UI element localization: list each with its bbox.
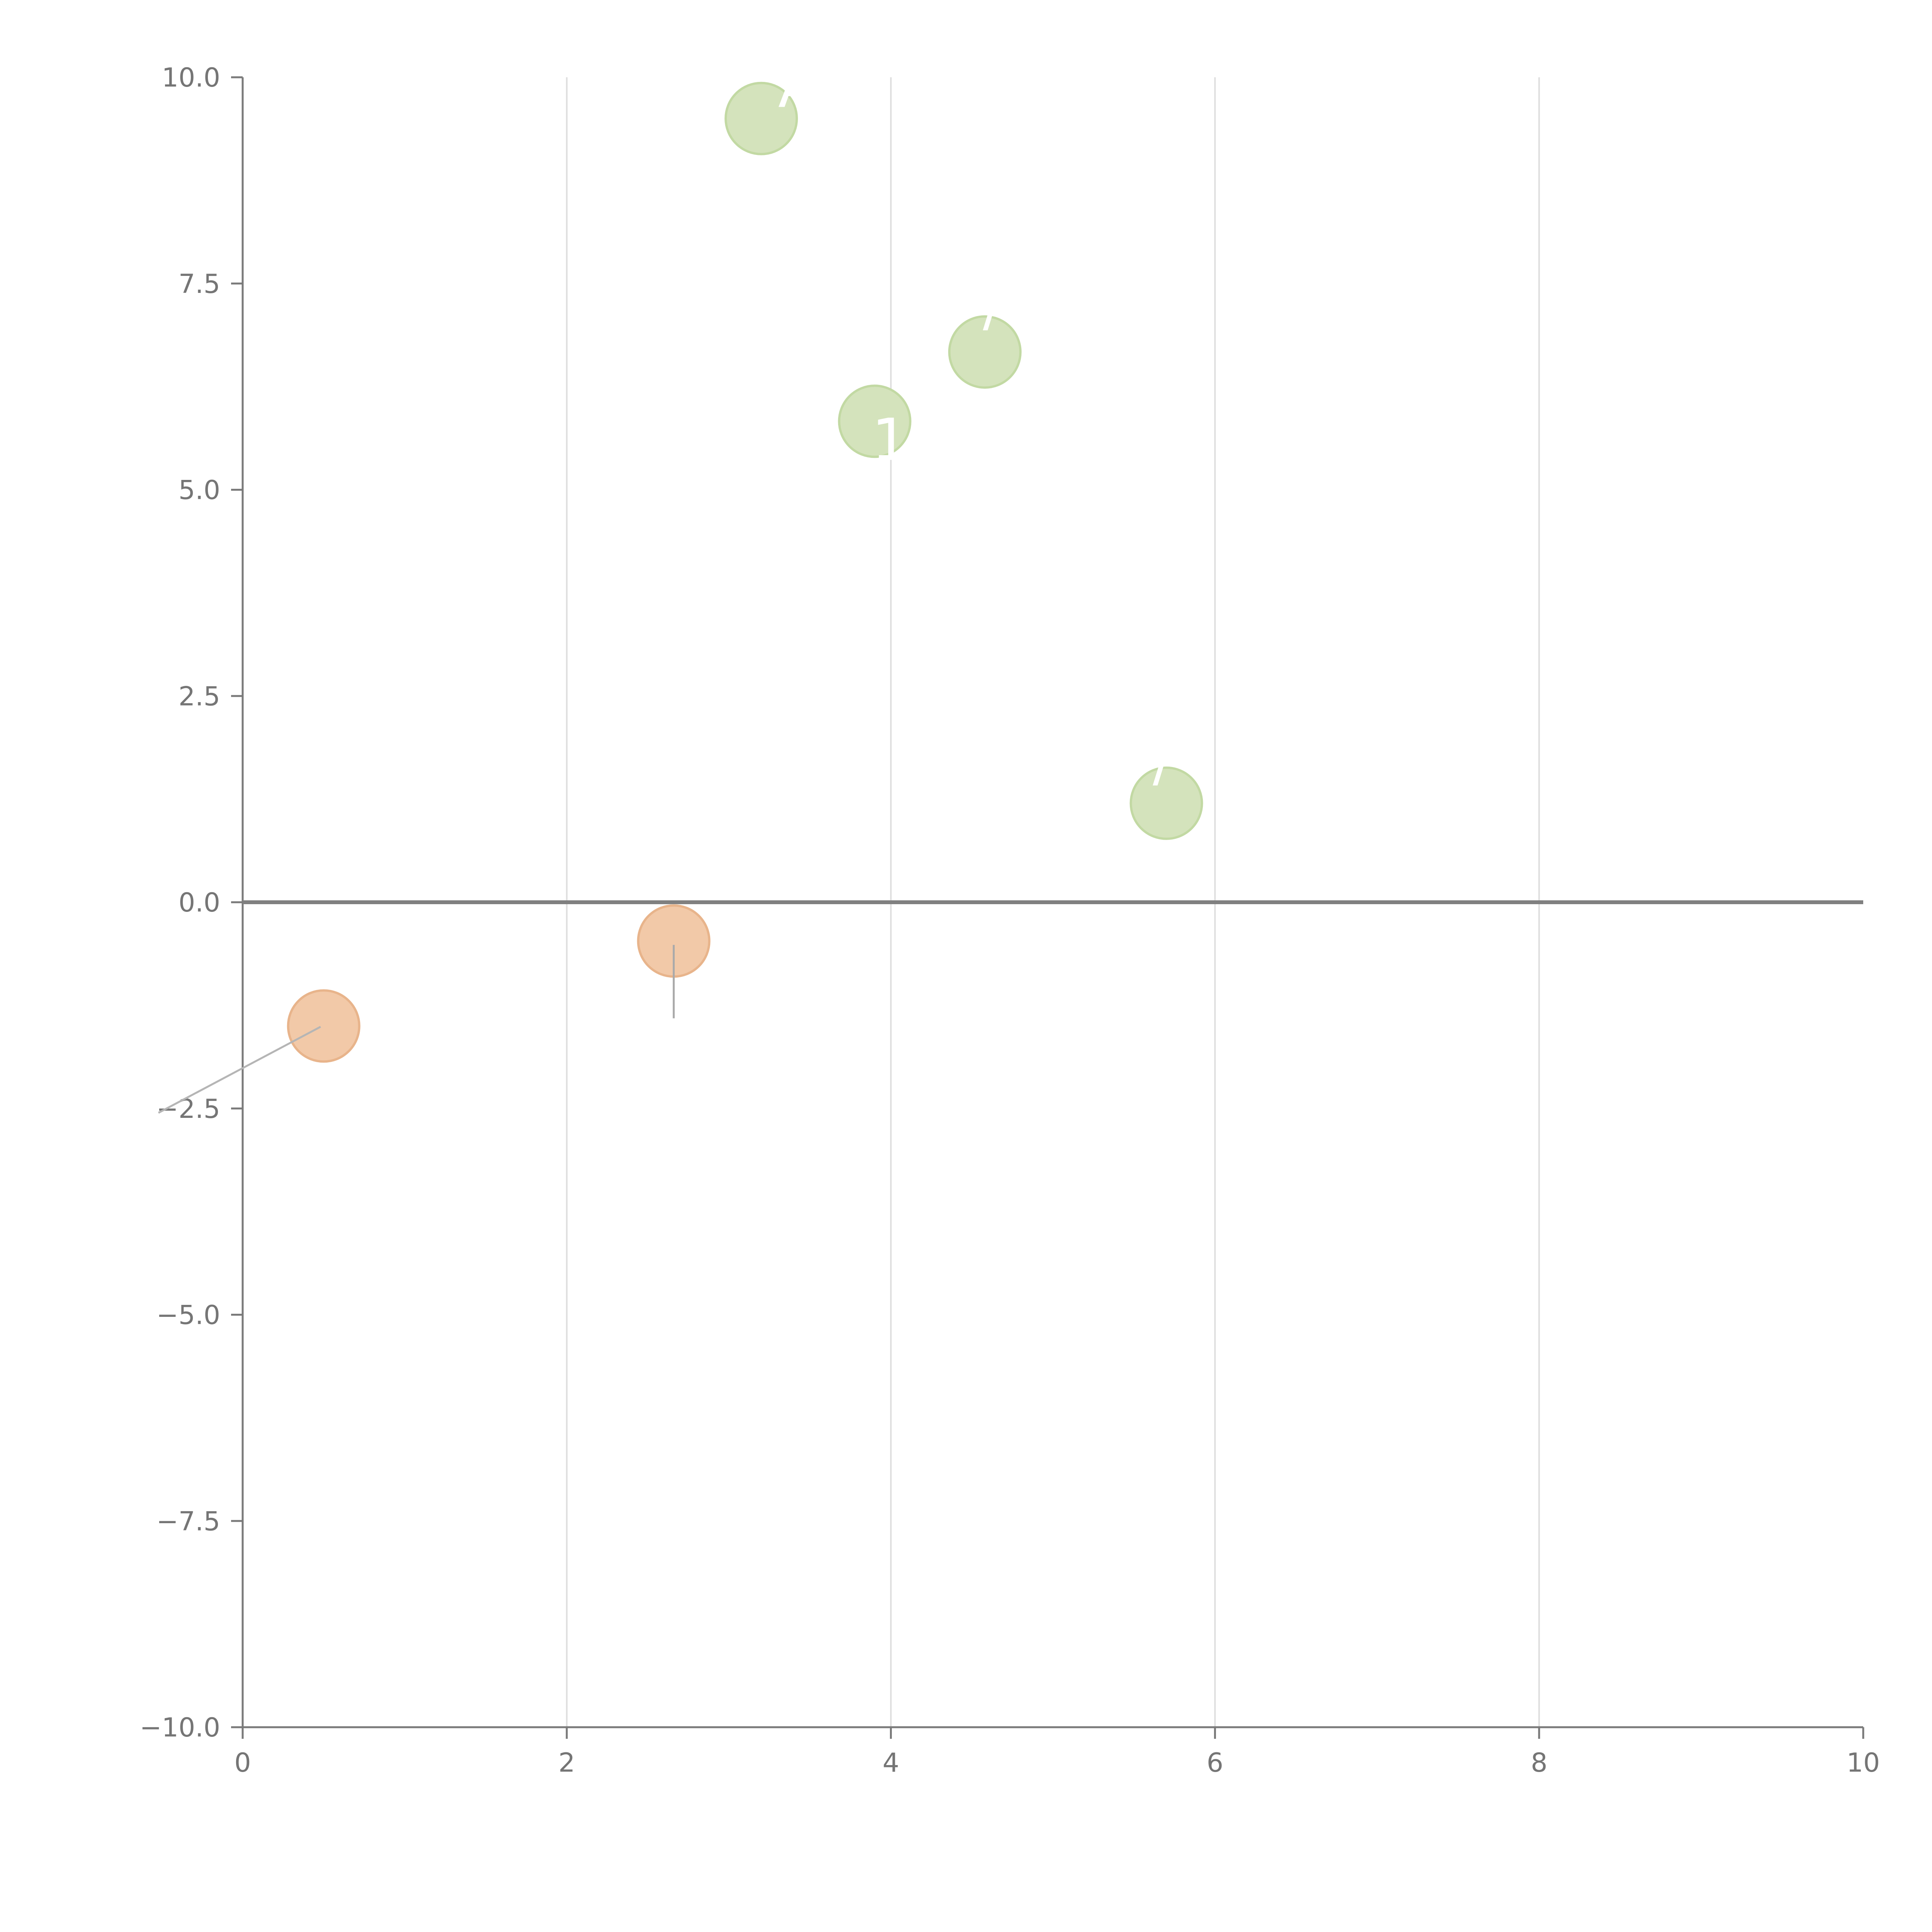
y-tick-label: −5.0 [156,1300,220,1331]
x-tick-label: 10 [1847,1748,1880,1778]
y-tick-label: 7.5 [179,269,220,299]
data-label: / [983,272,1003,339]
x-tick-label: 8 [1531,1748,1548,1778]
data-point-positive [724,82,798,155]
x-tick-label: 2 [558,1748,575,1778]
y-tick-label: 0.0 [179,888,220,918]
data-point-negative [287,989,361,1063]
x-tick-label: 0 [234,1748,251,1778]
y-tick-label: 5.0 [179,475,220,506]
y-tick-label: −10.0 [140,1713,220,1743]
y-tick-label: 10.0 [162,63,220,93]
labels-layer: A / 1 / [158,54,1172,1114]
data-point-positive [1129,766,1203,840]
data-point-positive [838,384,912,458]
leader-line [158,1026,321,1114]
y-tick-label: −7.5 [156,1506,220,1537]
points-layer [287,82,1203,1063]
x-tick-label: 6 [1207,1748,1223,1778]
data-label: 1 [872,406,908,474]
y-tick-label: 2.5 [179,681,220,712]
data-label: A [778,54,818,121]
x-tick-label: 4 [883,1748,899,1778]
data-label: / [1153,727,1172,794]
data-point-positive [948,315,1022,389]
